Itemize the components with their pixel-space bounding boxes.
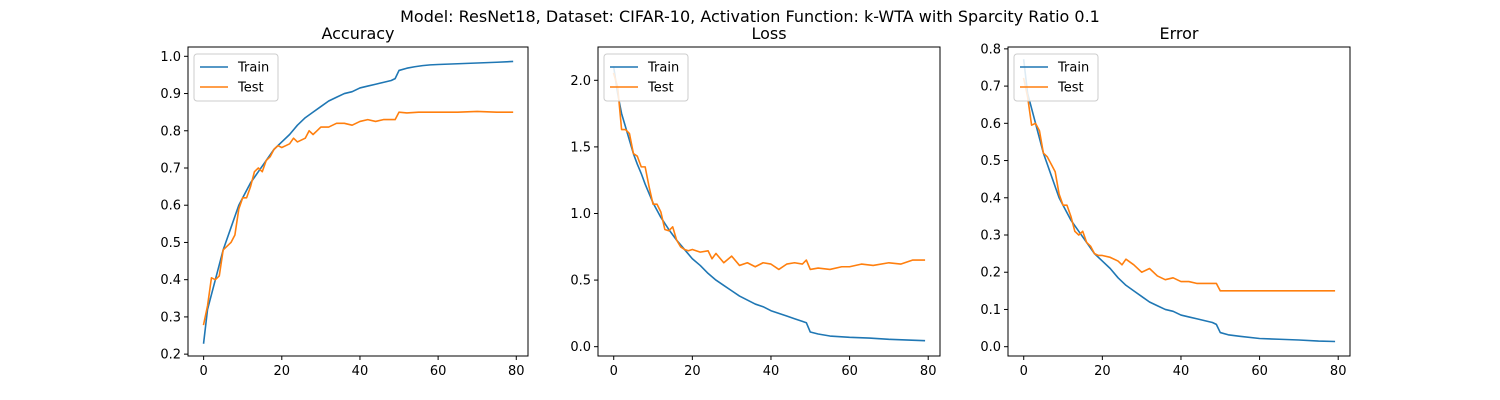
loss-legend: Train Test xyxy=(603,53,689,102)
loss-title: Loss xyxy=(751,24,786,43)
error-x-tick-label: 60 xyxy=(1251,364,1268,379)
accuracy-y-tick-label: 0.8 xyxy=(160,124,181,139)
accuracy-y-tick-label: 0.4 xyxy=(160,273,181,288)
error-y-tick-label: 0.3 xyxy=(980,229,1001,244)
accuracy-series-train-line xyxy=(202,60,514,344)
error-series-train-line xyxy=(1022,59,1336,343)
accuracy-x-tick-label: 40 xyxy=(352,364,369,379)
error-legend-box xyxy=(1013,53,1099,102)
accuracy-x-tick-label: 80 xyxy=(508,364,525,379)
loss-y-tick-label: 2.0 xyxy=(570,74,591,89)
loss-x-tick-label: 60 xyxy=(841,364,858,379)
error-axes-frame xyxy=(1007,46,1351,357)
error-x-tick-label: 40 xyxy=(1173,364,1190,379)
loss-x-tick-label: 20 xyxy=(684,364,701,379)
loss-x-tick-label: 0 xyxy=(610,364,618,379)
accuracy-subplot: Accuracy 0 20 40 60 80 0.2 0.3 0.4 0.5 0.6 0.7 0.8 0.… xyxy=(160,24,529,379)
error-title: Error xyxy=(1160,24,1199,43)
accuracy-legend-label-test: Test xyxy=(237,81,264,96)
subplots: Accuracy 0 20 40 60 80 0.2 0.3 0.4 0.5 0.6 0.7 0.8 0.… xyxy=(160,24,1351,379)
accuracy-x-tick-label: 20 xyxy=(274,364,291,379)
loss-legend-label-test: Test xyxy=(647,81,674,96)
accuracy-y-tick-label: 0.3 xyxy=(160,310,181,325)
error-y-tick-label: 0.4 xyxy=(980,191,1001,206)
error-series-test-line xyxy=(1022,77,1336,292)
error-legend-label-train: Train xyxy=(1057,61,1089,76)
accuracy-legend-box xyxy=(193,53,279,102)
error-y-tick-label: 0.8 xyxy=(980,42,1001,57)
accuracy-y-tick-label: 0.9 xyxy=(160,87,181,102)
accuracy-legend: Train Test xyxy=(193,53,279,102)
accuracy-y-tick-label: 0.5 xyxy=(160,236,181,251)
accuracy-series-test-line xyxy=(202,110,514,326)
loss-y-tick-label: 1.5 xyxy=(570,140,591,155)
loss-y-tick-label: 0.0 xyxy=(570,340,591,355)
error-y-tick-label: 0.2 xyxy=(980,266,1001,281)
loss-legend-box xyxy=(603,53,689,102)
loss-subplot: Loss 0 20 40 60 80 0.0 0.5 1.0 1.5 2.0 Train Test xyxy=(570,24,941,379)
accuracy-y-tick-label: 1.0 xyxy=(160,50,181,65)
figure-suptitle: Model: ResNet18, Dataset: CIFAR-10, Acti… xyxy=(400,7,1100,26)
loss-series-test-line xyxy=(612,72,926,271)
loss-y-tick-label: 0.5 xyxy=(570,274,591,289)
loss-axes-frame xyxy=(597,46,941,357)
accuracy-x-tick-label: 0 xyxy=(199,364,207,379)
loss-series-train-line xyxy=(612,66,926,342)
error-y-tick-label: 0.5 xyxy=(980,154,1001,169)
loss-y-tick-label: 1.0 xyxy=(570,207,591,222)
error-x-tick-label: 20 xyxy=(1094,364,1111,379)
accuracy-legend-label-train: Train xyxy=(237,61,269,76)
error-y-tick-label: 0.7 xyxy=(980,80,1001,95)
error-x-tick-label: 0 xyxy=(1020,364,1028,379)
accuracy-y-tick-label: 0.2 xyxy=(160,348,181,363)
error-y-tick-label: 0.6 xyxy=(980,117,1001,132)
error-legend: Train Test xyxy=(1013,53,1099,102)
loss-legend-label-train: Train xyxy=(647,61,679,76)
error-y-tick-label: 0.0 xyxy=(980,340,1001,355)
error-x-tick-label: 80 xyxy=(1330,364,1347,379)
loss-x-tick-label: 80 xyxy=(920,364,937,379)
error-subplot: Error 0 20 40 60 80 0.0 0.1 0.2 0.3 0.4 0.5 0.6 0.7 0.… xyxy=(980,24,1351,379)
error-legend-label-test: Test xyxy=(1057,81,1084,96)
accuracy-y-tick-label: 0.6 xyxy=(160,199,181,214)
accuracy-x-tick-label: 60 xyxy=(430,364,447,379)
error-y-tick-label: 0.1 xyxy=(980,303,1001,318)
loss-x-tick-label: 40 xyxy=(763,364,780,379)
accuracy-y-tick-label: 0.7 xyxy=(160,161,181,176)
accuracy-axes-frame xyxy=(187,46,529,357)
accuracy-title: Accuracy xyxy=(321,24,394,43)
